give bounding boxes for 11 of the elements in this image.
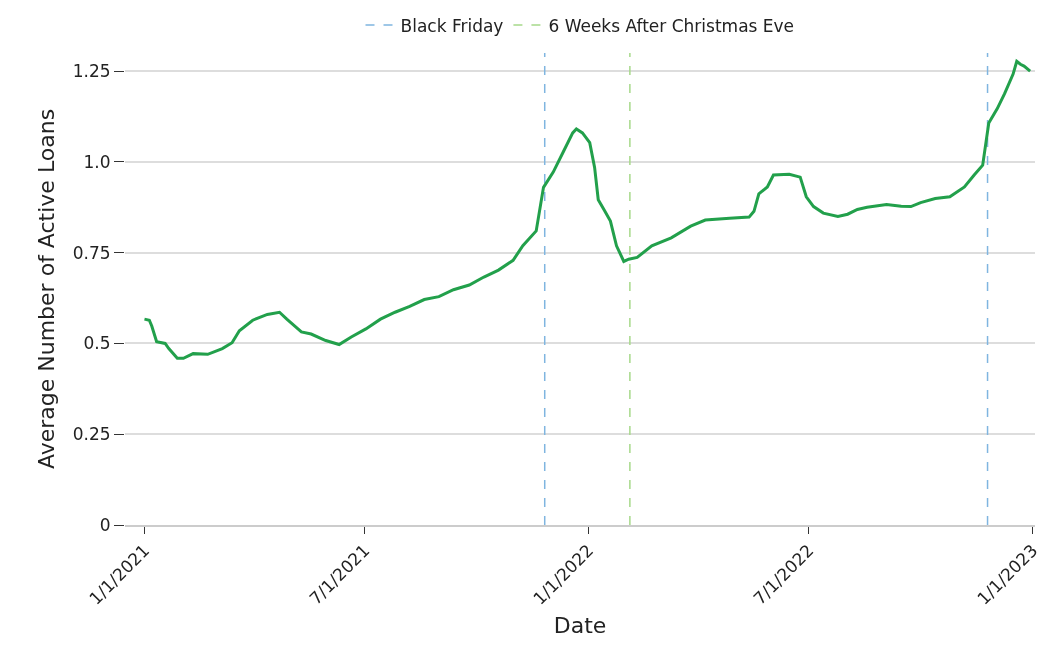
y-tick-label: 0.25 <box>72 424 111 445</box>
x-axis-title: Date <box>553 612 607 638</box>
y-tick-label: 0.75 <box>72 242 111 263</box>
y-axis-title: Average Number of Active Loans <box>33 108 59 470</box>
y-tick-label: 0 <box>99 514 111 535</box>
y-tick-label: 0.5 <box>83 333 111 354</box>
line-series <box>142 59 1032 360</box>
legend-label: 6 Weeks After Christmas Eve <box>548 15 795 36</box>
y-tick-label: 1.0 <box>83 151 111 172</box>
legend-label: Black Friday <box>400 15 504 36</box>
y-tick-label: 1.25 <box>72 61 111 82</box>
